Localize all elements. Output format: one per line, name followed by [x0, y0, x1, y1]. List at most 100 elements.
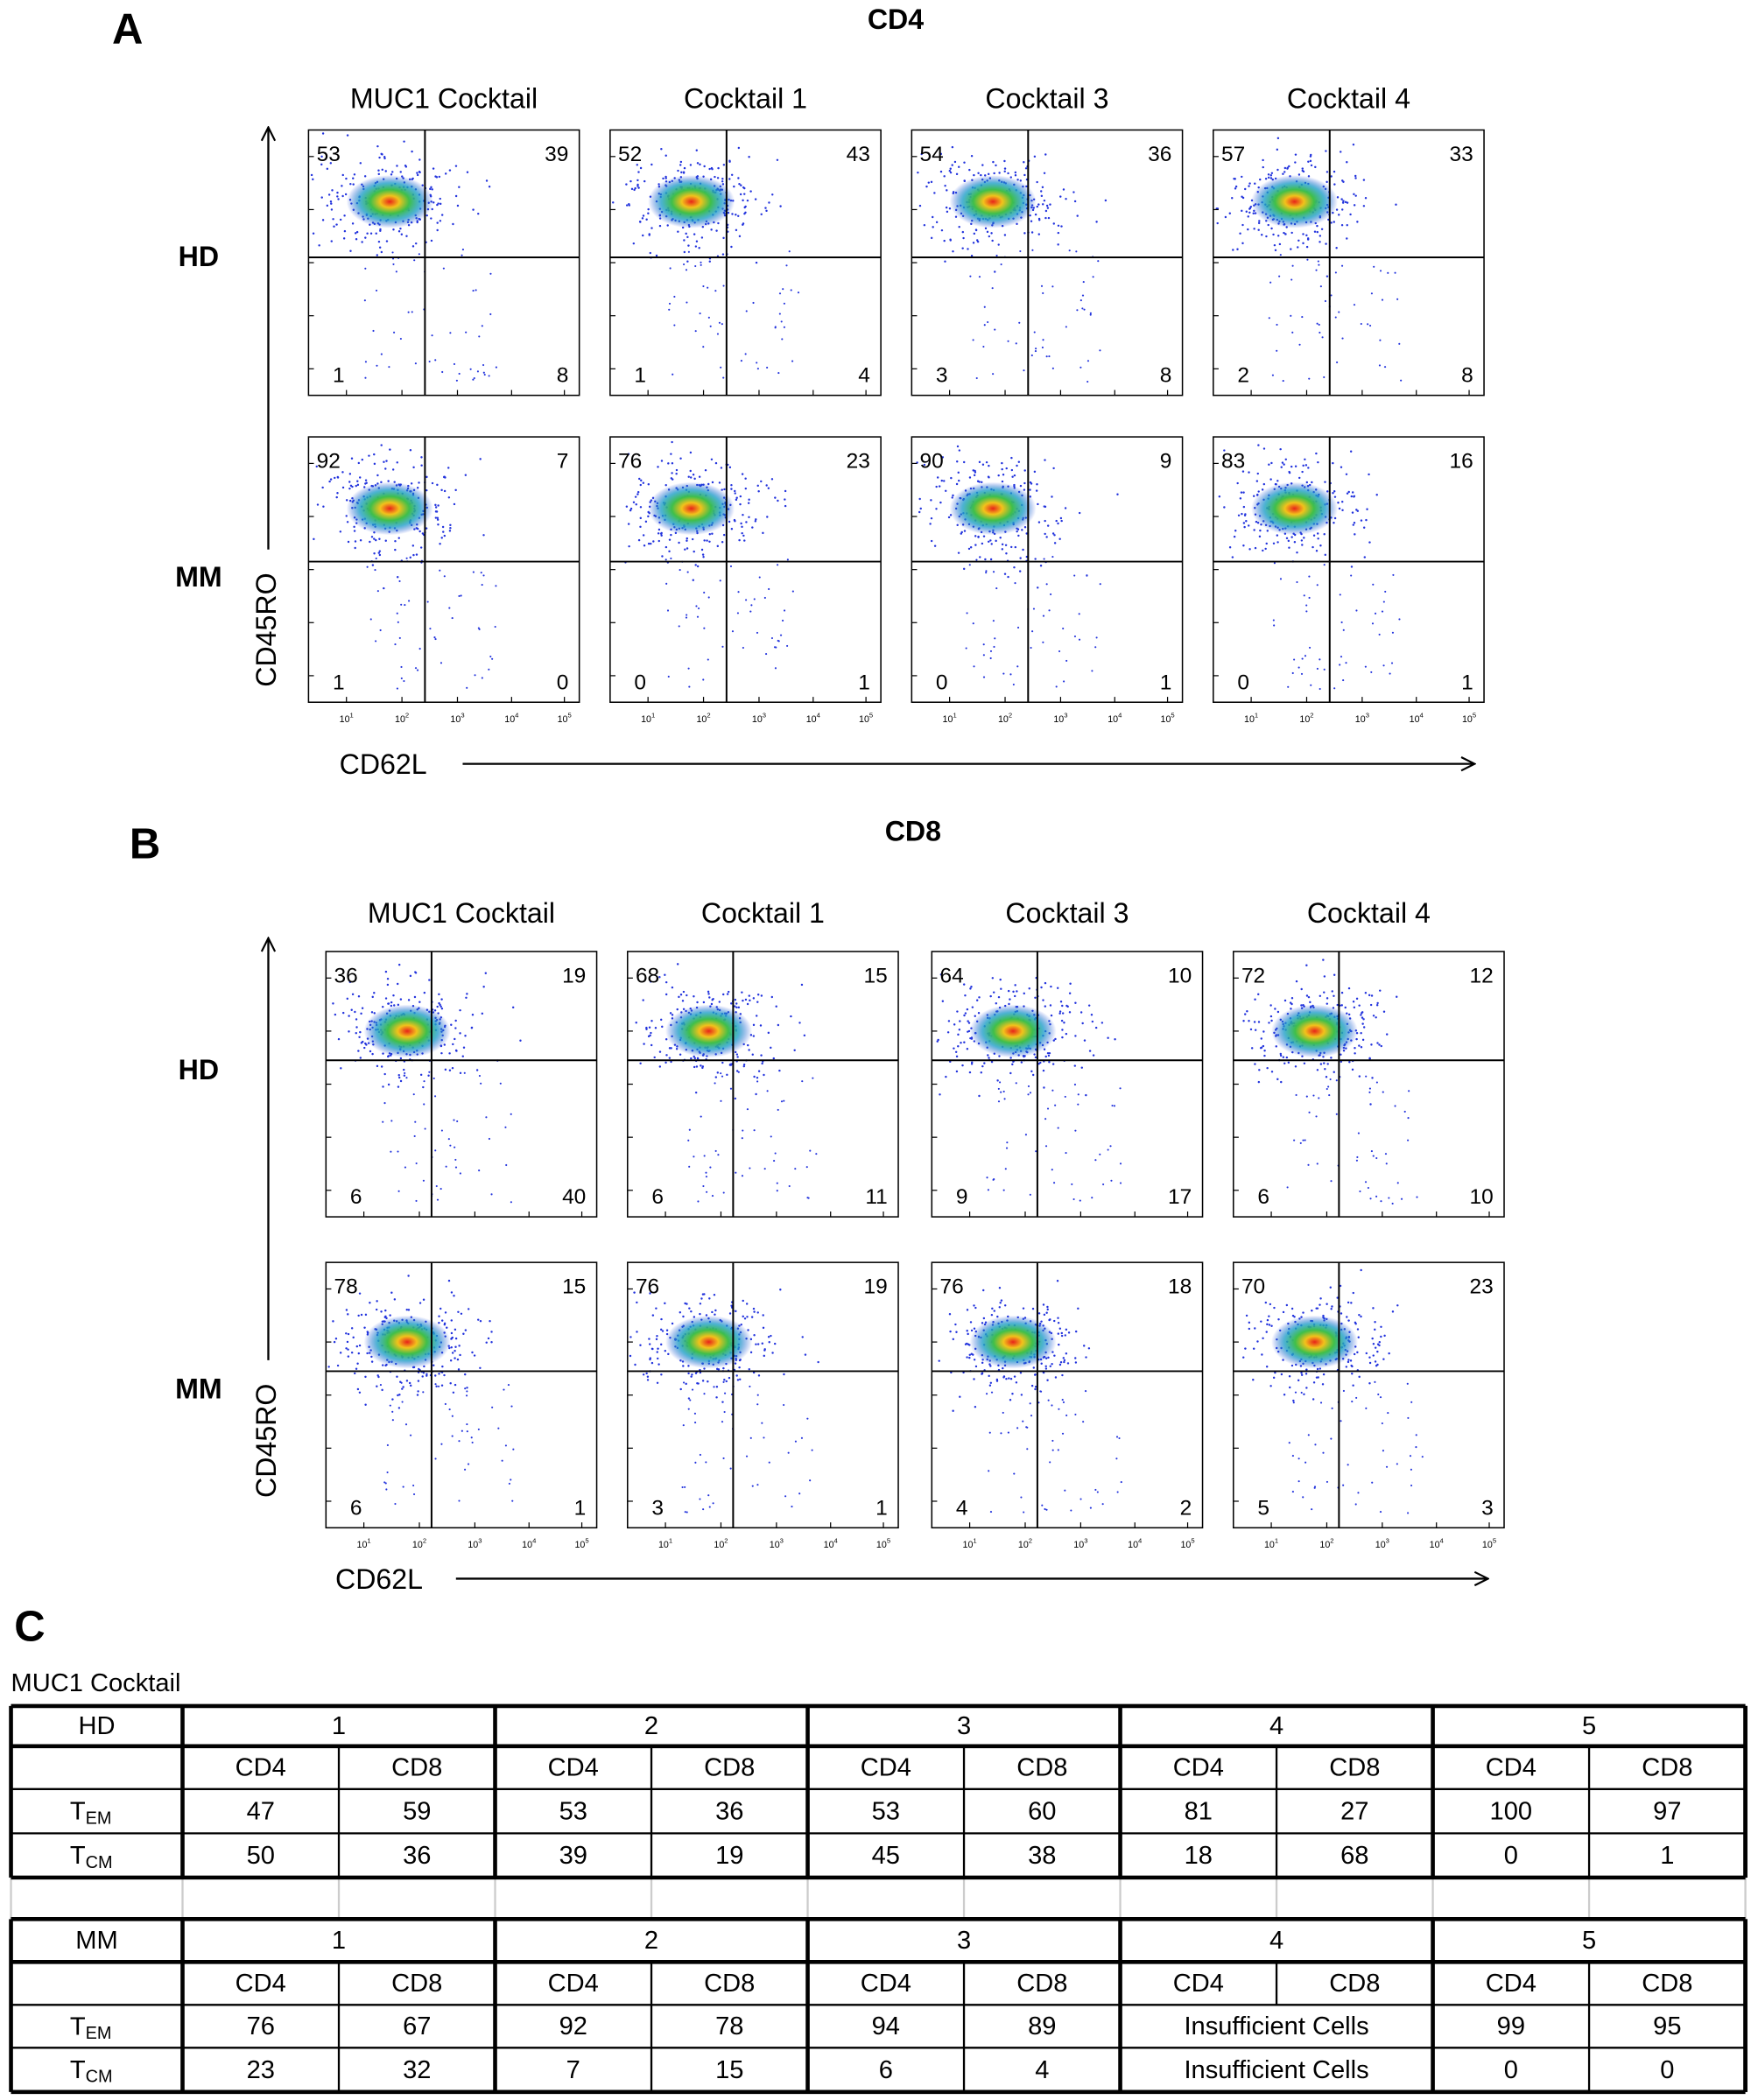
density-dot: [746, 1316, 749, 1318]
density-dot: [1333, 687, 1336, 690]
tick-base: 10: [1053, 714, 1064, 725]
density-dot: [1380, 1200, 1382, 1203]
x-axis-label: CD62L: [335, 1563, 423, 1595]
density-dot: [755, 1015, 758, 1017]
density-dot: [987, 540, 990, 544]
density-dot: [1020, 1496, 1023, 1499]
density-dot: [346, 1340, 349, 1344]
density-dot: [381, 168, 383, 172]
density-dot: [370, 1360, 374, 1363]
density-dot: [488, 186, 491, 188]
density-dot: [648, 233, 650, 235]
density-dot: [1091, 670, 1093, 672]
density-dot: [407, 311, 410, 313]
density-dot: [390, 1001, 393, 1004]
density-dot: [1041, 346, 1044, 349]
quadrant-value: 90: [920, 450, 944, 474]
tick-base: 10: [340, 714, 350, 725]
tick-exponent: 5: [567, 712, 571, 720]
density-dot: [1027, 1093, 1030, 1096]
density-dot: [1298, 343, 1301, 346]
density-dot: [1030, 1415, 1033, 1417]
x-tick-label: 104: [504, 712, 519, 725]
density-dot: [1364, 992, 1368, 994]
density-dot: [1000, 1432, 1002, 1435]
density-dot: [973, 173, 975, 177]
density-dot: [1056, 987, 1059, 989]
density-dot: [1080, 1066, 1083, 1069]
density-dot: [703, 165, 706, 168]
density-dot: [707, 658, 709, 661]
tick-exponent: 3: [763, 712, 766, 720]
density-dot: [428, 979, 431, 981]
density-dot: [779, 205, 782, 207]
density-dot: [954, 215, 958, 218]
density-dot: [968, 564, 971, 566]
density-dot: [384, 1482, 387, 1485]
density-dot: [661, 1330, 665, 1332]
density-dot: [644, 520, 648, 523]
density-dot: [441, 525, 445, 529]
density-dot: [1361, 1012, 1363, 1015]
density-dot: [657, 466, 659, 468]
density-dot: [392, 228, 395, 231]
density-dot: [376, 1385, 378, 1387]
density-dot: [472, 571, 475, 573]
density-dot: [1076, 309, 1079, 312]
density-dot: [734, 998, 737, 1001]
density-dot: [387, 480, 390, 482]
density-dot: [1309, 159, 1312, 163]
density-dot: [740, 184, 742, 186]
density-dot: [612, 201, 615, 204]
density-dot: [1331, 990, 1333, 993]
density-dot: [359, 1030, 362, 1034]
quadrant-value: 1: [1461, 671, 1473, 694]
density-dot: [991, 239, 994, 242]
density-dot: [991, 287, 994, 290]
density-dot: [722, 284, 725, 287]
density-dot: [1063, 1022, 1065, 1024]
density-dot: [510, 1405, 513, 1408]
density-dot: [1269, 478, 1272, 481]
tick-exponent: 4: [532, 1537, 537, 1545]
density-dot: [1041, 203, 1044, 206]
density-dot: [1372, 583, 1375, 586]
density-dot: [1046, 1051, 1050, 1055]
density-dot: [681, 1000, 685, 1002]
tick-exponent: 5: [1473, 712, 1476, 720]
density-dot: [643, 544, 646, 547]
density-dot: [477, 212, 480, 215]
density-dot: [1044, 1145, 1048, 1148]
density-dot: [1086, 360, 1090, 362]
density-dot: [375, 557, 377, 560]
density-dot: [714, 290, 717, 292]
density-dot: [726, 993, 729, 995]
density-dot: [1058, 1343, 1060, 1346]
density-dot: [357, 461, 361, 465]
density-dot: [463, 1373, 467, 1376]
density-dot: [451, 1435, 454, 1437]
column-title: Cocktail 4: [1307, 897, 1431, 929]
density-dot: [1082, 1345, 1086, 1347]
density-dot: [679, 994, 683, 996]
density-dot: [414, 362, 417, 365]
density-dot: [1036, 205, 1039, 208]
density-dot: [760, 994, 763, 997]
density-dot: [350, 1327, 354, 1330]
density-dot: [379, 1384, 382, 1387]
density-dot: [1058, 1363, 1062, 1366]
density-dot: [348, 481, 351, 483]
density-dot: [1357, 1132, 1360, 1134]
density-dot: [702, 1184, 705, 1188]
density-dot: [716, 333, 720, 335]
density-dot: [743, 193, 746, 195]
density-dot: [364, 376, 367, 379]
density-dot: [416, 669, 419, 671]
tick-exponent: 4: [1118, 712, 1122, 720]
density-dot: [479, 1366, 482, 1370]
density-dot: [1120, 1481, 1122, 1484]
density-dot: [1015, 1381, 1018, 1384]
density-dot: [1001, 467, 1003, 471]
density-dot: [1065, 1352, 1068, 1355]
density-dot: [1234, 185, 1238, 188]
